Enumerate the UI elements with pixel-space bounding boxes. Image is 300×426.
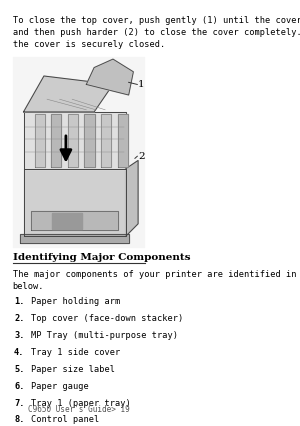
Polygon shape — [32, 211, 118, 230]
Text: 1.: 1. — [14, 297, 25, 306]
Text: Control panel: Control panel — [32, 415, 100, 424]
Text: 3.: 3. — [14, 331, 25, 340]
Polygon shape — [68, 114, 78, 167]
Text: 7.: 7. — [14, 399, 25, 408]
Text: and then push harder (2) to close the cover completely. Ensure that: and then push harder (2) to close the co… — [13, 28, 300, 37]
Text: Paper size label: Paper size label — [32, 365, 116, 374]
Text: 5.: 5. — [14, 365, 25, 374]
Text: C9650 User's Guide> 19: C9650 User's Guide> 19 — [28, 405, 129, 414]
Polygon shape — [13, 57, 144, 247]
Polygon shape — [23, 169, 125, 236]
Polygon shape — [52, 213, 82, 229]
Text: Tray 1 side cover: Tray 1 side cover — [32, 348, 121, 357]
Polygon shape — [23, 112, 125, 169]
Polygon shape — [34, 114, 45, 167]
Polygon shape — [23, 76, 113, 112]
Polygon shape — [20, 234, 129, 243]
Polygon shape — [51, 114, 61, 167]
Text: 8.: 8. — [14, 415, 25, 424]
Text: Identifying Major Components: Identifying Major Components — [13, 253, 190, 262]
Polygon shape — [84, 114, 94, 167]
Text: Paper gauge: Paper gauge — [32, 382, 89, 391]
Text: 2.: 2. — [14, 314, 25, 323]
Text: The major components of your printer are identified in the graphics: The major components of your printer are… — [13, 270, 300, 279]
Text: Top cover (face-down stacker): Top cover (face-down stacker) — [32, 314, 184, 323]
Text: the cover is securely closed.: the cover is securely closed. — [13, 40, 165, 49]
Text: 2: 2 — [138, 152, 145, 161]
Text: 1: 1 — [138, 80, 145, 89]
Text: To close the top cover, push gently (1) until the cover stops midway: To close the top cover, push gently (1) … — [13, 16, 300, 25]
Polygon shape — [86, 59, 134, 95]
Text: 6.: 6. — [14, 382, 25, 391]
Text: 4.: 4. — [14, 348, 25, 357]
Text: Tray 1 (paper tray): Tray 1 (paper tray) — [32, 399, 131, 408]
Polygon shape — [101, 114, 111, 167]
Text: MP Tray (multi-purpose tray): MP Tray (multi-purpose tray) — [32, 331, 178, 340]
Polygon shape — [125, 161, 138, 236]
Text: Paper holding arm: Paper holding arm — [32, 297, 121, 306]
Polygon shape — [118, 114, 128, 167]
Text: below.: below. — [13, 282, 44, 291]
